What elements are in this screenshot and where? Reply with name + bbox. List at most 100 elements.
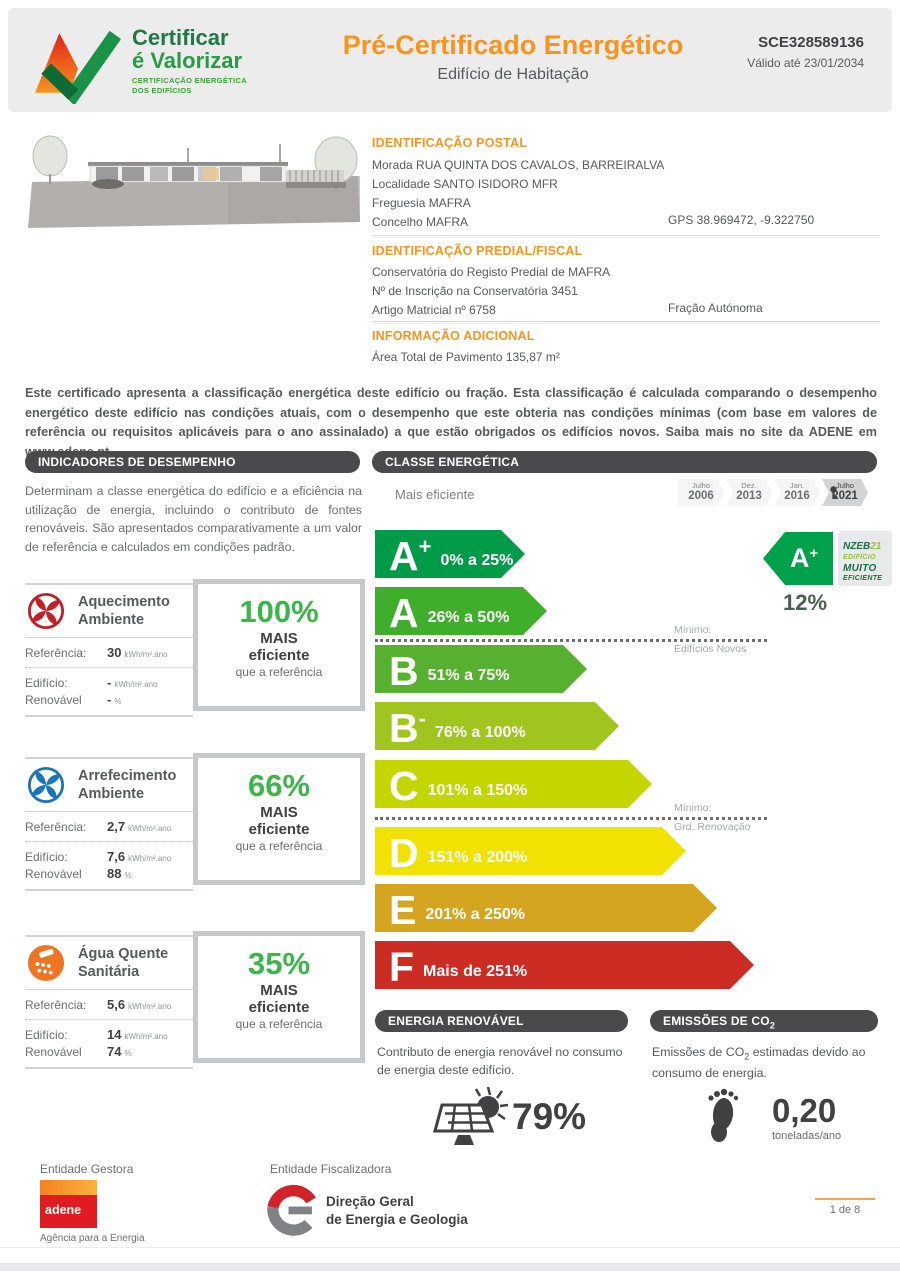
row-renovavel: Renovável - % xyxy=(25,692,122,707)
postal-localidade: Localidade SANTO ISIDORO MFR xyxy=(372,177,558,191)
logo-sub-2: DOS EDIFÍCIOS xyxy=(132,85,192,95)
class-bar-e: E 201% a 250% xyxy=(375,884,717,932)
minimum-sublabel: Edifícios Novos xyxy=(674,643,747,655)
indicator-data: Aquecimento Ambiente Referência: 30 kWh/… xyxy=(25,583,193,717)
class-bar-c: C 101% a 150% xyxy=(375,760,652,808)
class-letter: A xyxy=(389,590,419,636)
page-number: 1 de 8 xyxy=(829,1204,861,1216)
row-edificio: Edifício: 14 kWh/m².ano xyxy=(25,1027,168,1042)
predial-heading: IDENTIFICAÇÃO PREDIAL/FISCAL xyxy=(372,244,583,258)
class-range: 201% a 250% xyxy=(425,906,525,923)
area-pavimento: Área Total de Pavimento 135,87 m² xyxy=(372,350,560,364)
efficiency-percent: 35% xyxy=(247,946,311,981)
indicator-data: Água Quente Sanitária Referência: 5,6 kW… xyxy=(25,935,193,1069)
predial-conservatoria: Conservatória do Registo Predial de MAFR… xyxy=(372,265,611,279)
class-letter: A+ xyxy=(389,533,432,579)
co2-unit: toneladas/ano xyxy=(772,1130,842,1142)
valid-until: Válido até 23/01/2034 xyxy=(747,56,864,70)
adicional-heading: INFORMAÇÃO ADICIONAL xyxy=(372,329,535,343)
row-edificio: Edifício: - kWh/m².ano xyxy=(25,675,158,690)
class-bar-b: B 51% a 75% xyxy=(375,645,587,693)
certificate-number: SCE328589136 xyxy=(758,34,864,51)
result-percent: 12% xyxy=(782,590,828,615)
divider xyxy=(372,321,880,322)
minimum-label: Mínimo: xyxy=(674,624,712,636)
postal-morada: Morada RUA QUINTA DOS CAVALOS, BARREIRAL… xyxy=(372,158,665,172)
class-bar-a: A 26% a 50% xyxy=(375,587,547,635)
minimum-sublabel: Grd. Renovação xyxy=(674,821,751,833)
timeline-tab-2013: Dez. 2013 xyxy=(726,479,772,506)
adene-tagline: Agência para a Energia xyxy=(40,1233,145,1244)
timeline-tab-2021-active: Julho 2021 xyxy=(822,479,868,506)
heating-fan-icon xyxy=(27,592,65,630)
divider xyxy=(372,235,880,236)
class-range: 51% a 75% xyxy=(427,667,510,684)
timeline-tab-2016: Jan. 2016 xyxy=(774,479,820,506)
section-emissoes-co2: EMISSÕES DE CO2 xyxy=(650,1010,878,1032)
timeline-tab-2006: Julho 2006 xyxy=(678,479,724,506)
class-range: 101% a 150% xyxy=(427,782,528,799)
class-letter: D xyxy=(389,830,419,876)
postal-concelho: Concelho MAFRA xyxy=(372,215,469,229)
regulation-timeline: Julho 2006 Dez. 2013 Jan. 2016 Julho 202… xyxy=(678,479,868,506)
adene-logo-name: adene xyxy=(40,1195,97,1228)
footprint-icon xyxy=(708,1088,739,1142)
minimum-line-renovacao xyxy=(375,817,767,820)
class-letter: B xyxy=(389,648,419,694)
entidade-gestora-label: Entidade Gestora xyxy=(40,1162,134,1176)
building-illustration xyxy=(28,135,360,228)
cooling-fan-icon xyxy=(27,766,65,804)
adene-logo: adene xyxy=(40,1180,97,1228)
indicator-title: Arrefecimento Ambiente xyxy=(78,767,177,802)
class-range: Mais de 251% xyxy=(423,963,528,980)
efficiency-percent: 66% xyxy=(247,768,311,803)
logo-line-1: Certificar xyxy=(132,25,229,50)
class-range: 76% a 100% xyxy=(434,724,526,741)
gps-coordinates: GPS 38.969472, -9.322750 xyxy=(668,213,815,227)
row-referencia: Referência: 2,7 kWh/m².ano xyxy=(25,812,193,842)
renewable-percent: 79% xyxy=(512,1096,587,1137)
postal-freguesia: Freguesia MAFRA xyxy=(372,196,471,210)
mais-eficiente-label: Mais eficiente xyxy=(395,487,475,502)
footer-divider xyxy=(0,1247,900,1248)
certificar-valorizar-logo-icon xyxy=(35,30,122,104)
entidade-fiscalizadora-label: Entidade Fiscalizadora xyxy=(270,1162,392,1176)
section-classe-energetica: CLASSE ENERGÉTICA xyxy=(372,451,877,473)
row-renovavel: Renovável 88 % xyxy=(25,866,132,881)
class-bar-d: D 151% a 200% xyxy=(375,827,686,875)
predial-artigo: Artigo Matricial nº 6758 xyxy=(372,303,496,317)
class-range: 151% a 200% xyxy=(427,849,528,866)
class-range: 26% a 50% xyxy=(427,609,510,626)
shower-icon xyxy=(27,944,65,982)
postal-heading: IDENTIFICAÇÃO POSTAL xyxy=(372,136,528,150)
class-range: 0% a 25% xyxy=(440,552,514,569)
indicator-title: Água Quente Sanitária xyxy=(78,945,169,980)
indicator-agua-quente: Água Quente Sanitária Referência: 5,6 kW… xyxy=(25,931,370,1069)
class-bar-a-plus: A+ 0% a 25% xyxy=(375,530,525,578)
efficiency-box: 66% MAIS eficiente que a referência xyxy=(193,753,365,885)
predial-inscricao: Nº de Inscrição na Conservatória 3451 xyxy=(372,284,578,298)
minimum-line-novos xyxy=(375,639,767,642)
dgeg-logo-text: Direção Geral de Energia e Geologia xyxy=(326,1194,468,1227)
indicators-description: Determinam a classe energética do edifíc… xyxy=(25,484,362,554)
row-referencia: Referência: 5,6 kWh/m².ano xyxy=(25,990,193,1020)
nzeb-badge: NZEB21 EDIFÍCIO MUITO EFICIENTE xyxy=(838,531,892,586)
class-bar-b-minus: B- 76% a 100% xyxy=(375,702,619,750)
key-icon xyxy=(830,486,838,499)
dgeg-logo-icon xyxy=(267,1184,316,1236)
row-renovavel: Renovável 74 % xyxy=(25,1044,132,1059)
logo-line-2: é Valorizar xyxy=(132,48,243,74)
result-class-arrow: A+ xyxy=(763,532,833,585)
section-energia-renovavel: ENERGIA RENOVÁVEL xyxy=(375,1010,628,1032)
section-indicadores: INDICADORES DE DESEMPENHO xyxy=(25,451,360,473)
class-bar-f: F Mais de 251% xyxy=(375,941,754,989)
renewable-description: Contributo de energia renovável no consu… xyxy=(377,1045,623,1078)
co2-value: 0,20 xyxy=(772,1092,837,1129)
class-letter: E xyxy=(389,887,417,933)
logo-sub-1: CERTIFICAÇÃO ENERGÉTICA xyxy=(132,76,247,86)
bottom-strip xyxy=(0,1263,900,1271)
fracao-autonoma: Fração Autónoma xyxy=(668,301,763,315)
efficiency-box: 35% MAIS eficiente que a referência xyxy=(193,931,365,1063)
page-number-rule xyxy=(815,1198,875,1200)
